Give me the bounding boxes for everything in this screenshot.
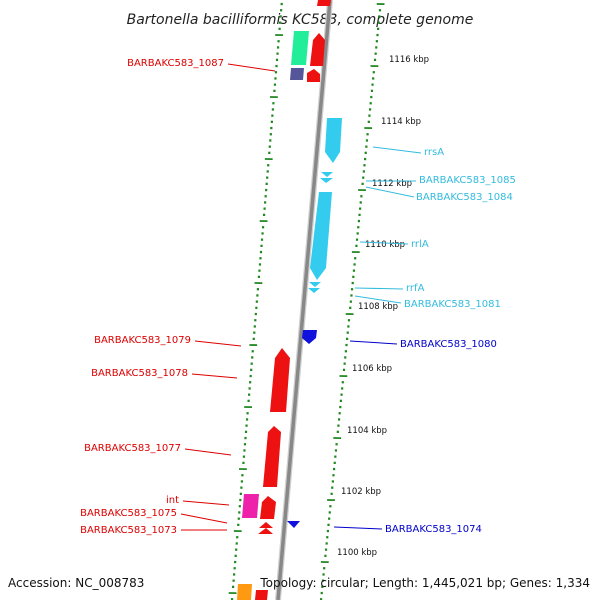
gene-feature-1075 — [260, 496, 276, 519]
gene-feature-1085 — [321, 172, 333, 177]
scale-label: 1100 kbp — [337, 548, 377, 558]
gene-label-1080: BARBAKC583_1080 — [400, 339, 497, 350]
gene-feature-bottom-red — [255, 590, 268, 600]
gene-feature-green — [291, 31, 309, 65]
gene-feature-int — [242, 494, 259, 518]
left-gene-labels: BARBAKC583_1087 BARBAKC583_1079 BARBAKC5… — [80, 58, 276, 536]
scale-label: 1114 kbp — [381, 117, 421, 127]
gene-feature-top — [317, 0, 331, 6]
gene-label-1087: BARBAKC583_1087 — [127, 58, 224, 69]
gene-label-1079: BARBAKC583_1079 — [94, 335, 191, 346]
gene-feature-1073a — [259, 522, 273, 528]
backbone — [275, 0, 333, 600]
scale-label: 1108 kbp — [358, 302, 398, 312]
gene-feature-1073b — [258, 528, 273, 534]
scale-label: 1104 kbp — [347, 426, 387, 436]
scale-label: 1110 kbp — [365, 240, 405, 250]
gene-label-1078: BARBAKC583_1078 — [91, 368, 188, 379]
gene-feature-1084 — [320, 178, 333, 183]
gene-features — [237, 0, 342, 600]
gene-feature-1077 — [263, 426, 281, 487]
scale-label: 1116 kbp — [389, 55, 429, 65]
gene-feature-rrlA — [310, 192, 332, 280]
gene-feature-1079 — [270, 348, 290, 412]
scale-label: 1106 kbp — [352, 364, 392, 374]
topology-text: Topology: circular; Length: 1,445,021 bp… — [259, 576, 590, 590]
gene-feature-orange — [237, 584, 252, 600]
gene-feature-1080 — [302, 330, 317, 344]
gene-feature-1074 — [287, 521, 300, 528]
gene-feature-purple — [290, 68, 304, 80]
tick-tracks — [228, 2, 385, 600]
gene-label-rrlA: rrlA — [411, 239, 429, 250]
map-title: Bartonella bacilliformis KC583, complete… — [127, 12, 474, 28]
gene-label-rrfA: rrfA — [406, 283, 425, 294]
gene-label-1081: BARBAKC583_1081 — [404, 299, 501, 310]
scale-label: 1112 kbp — [372, 179, 412, 189]
scale-labels: 1116 kbp 1114 kbp 1112 kbp 1110 kbp 1108… — [337, 55, 429, 558]
gene-feature-1081 — [308, 288, 320, 293]
accession-text: Accession: NC_008783 — [8, 576, 144, 590]
gene-label-1085: BARBAKC583_1085 — [419, 175, 516, 186]
scale-label: 1102 kbp — [341, 487, 381, 497]
gene-label-int: int — [166, 495, 179, 506]
gene-feature-1087 — [310, 33, 325, 66]
gene-label-1084: BARBAKC583_1084 — [416, 192, 513, 203]
right-gene-labels: rrsA BARBAKC583_1085 BARBAKC583_1084 rrl… — [333, 146, 516, 535]
gene-label-1074: BARBAKC583_1074 — [385, 524, 482, 535]
gene-feature-rrfA — [309, 282, 321, 287]
gene-label-1077: BARBAKC583_1077 — [84, 443, 181, 454]
gene-feature-rrsA — [325, 118, 342, 163]
gene-label-rrsA: rrsA — [424, 147, 444, 158]
gene-label-1073: BARBAKC583_1073 — [80, 525, 177, 536]
gene-feature-small-red — [307, 69, 320, 82]
gene-label-1075: BARBAKC583_1075 — [80, 508, 177, 519]
